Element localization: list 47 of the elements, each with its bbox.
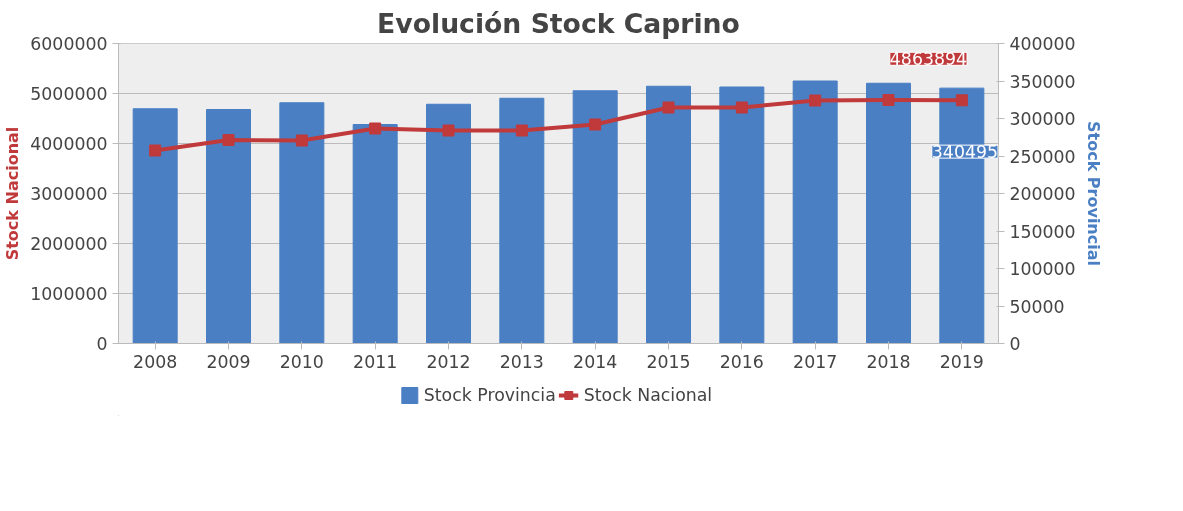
- legend-label: Stock Nacional: [583, 385, 713, 405]
- x-tick-label: 2019: [939, 351, 984, 372]
- y-axis-title: Stock Nacional: [3, 126, 23, 261]
- x-tick-label: 2011: [353, 351, 398, 372]
- y-tick-label: 0: [96, 334, 108, 354]
- data-label: 4863894: [889, 49, 968, 70]
- point: [222, 134, 235, 146]
- y-tick-label: 1000000: [30, 284, 108, 304]
- y2-tick-label: 350000: [1009, 71, 1076, 92]
- y-tick-label: 2000000: [30, 234, 108, 254]
- point: [295, 134, 308, 147]
- point: [149, 144, 162, 157]
- y-tick-label: 6000000: [30, 34, 108, 54]
- x-tick-label: 2009: [206, 351, 251, 372]
- point: [515, 124, 528, 137]
- x-tick-label: 2015: [646, 351, 691, 372]
- point: [369, 122, 382, 135]
- y2-tick-label: 150000: [1009, 221, 1076, 242]
- point: [589, 118, 602, 131]
- y-tick-label: 3000000: [30, 184, 108, 204]
- legend-label: Stock Provincia: [423, 385, 556, 405]
- x-tick-label: 2010: [279, 351, 324, 372]
- chart-title: Evolución Stock Caprino: [377, 7, 740, 39]
- y2-tick-label: 100000: [1009, 259, 1076, 279]
- y2-tick-label: 300000: [1009, 109, 1076, 129]
- y-tick-label: 4000000: [30, 134, 108, 154]
- y2-tick-label: 400000: [1009, 34, 1076, 54]
- x-tick-label: 2016: [719, 351, 764, 372]
- x-tick-label: 2012: [426, 351, 471, 372]
- point: [442, 124, 455, 137]
- point: [662, 101, 675, 114]
- y2-tick-label: 250000: [1009, 146, 1076, 167]
- y2-tick-label: 50000: [1009, 296, 1065, 317]
- point: [809, 94, 822, 107]
- x-tick-label: 2017: [793, 351, 838, 372]
- x-tick-label: 2018: [866, 351, 911, 372]
- y2-tick-label: 200000: [1009, 184, 1076, 204]
- x-tick-label: 2013: [499, 351, 544, 372]
- x-tick-label: 2008: [133, 351, 178, 372]
- data-label: 340495: [931, 142, 998, 163]
- point: [955, 94, 968, 107]
- point: [882, 94, 895, 106]
- y-tick-label: 5000000: [30, 84, 108, 104]
- point: [735, 101, 748, 114]
- y2-axis-title: Stock Provincial: [1083, 120, 1103, 267]
- y2-tick-label: 0: [1009, 334, 1021, 354]
- x-tick-label: 2014: [573, 351, 618, 372]
